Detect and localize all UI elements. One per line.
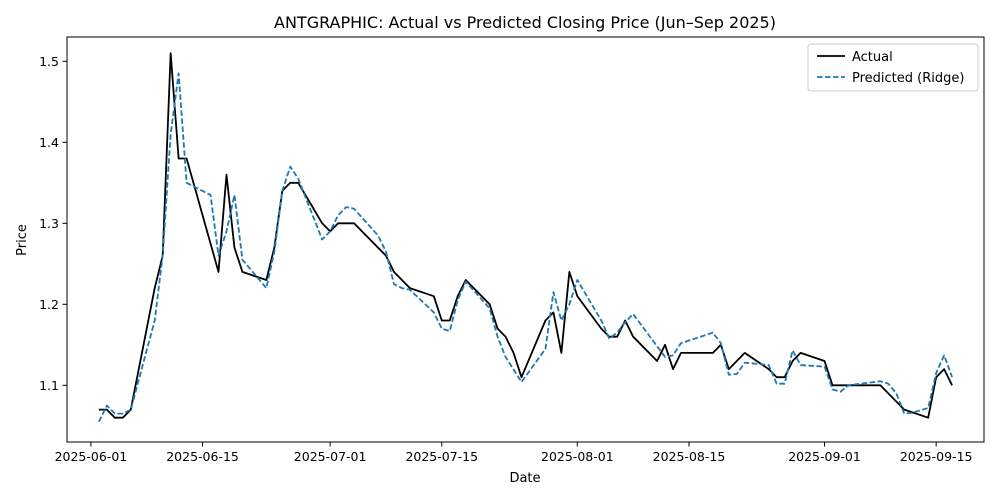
- x-tick-label: 2025-06-15: [166, 449, 239, 464]
- x-axis-label: Date: [509, 471, 540, 486]
- plot-frame: [66, 36, 985, 443]
- x-tick-label: 2025-07-01: [294, 449, 367, 464]
- legend: Actual Predicted (Ridge): [807, 43, 979, 92]
- x-tick-label: 2025-07-15: [405, 449, 478, 464]
- x-tick-label: 2025-06-01: [55, 449, 128, 464]
- x-tick-label: 2025-09-15: [900, 449, 973, 464]
- series-layer: [98, 52, 953, 423]
- x-axis: 2025-06-01 2025-06-15 2025-07-01 2025-07-15…: [55, 442, 973, 464]
- chart-title: ANTGRAPHIC: Actual vs Predicted Closing …: [274, 13, 776, 32]
- y-axis-label: Price: [15, 224, 30, 256]
- y-tick-label: 1.1: [39, 378, 59, 393]
- y-tick-label: 1.5: [39, 54, 59, 69]
- y-axis: 1.1 1.2 1.3 1.4 1.5: [39, 54, 67, 393]
- y-tick-label: 1.2: [39, 297, 59, 312]
- legend-label-actual: Actual: [852, 50, 893, 65]
- y-tick-label: 1.3: [39, 216, 59, 231]
- y-tick-label: 1.4: [39, 135, 59, 150]
- series-line-predicted: [98, 72, 953, 423]
- series-line-actual: [98, 52, 953, 419]
- x-tick-label: 2025-09-01: [788, 449, 861, 464]
- legend-label-predicted: Predicted (Ridge): [852, 71, 964, 86]
- legend-box: [807, 43, 979, 92]
- x-tick-label: 2025-08-15: [653, 449, 726, 464]
- x-tick-label: 2025-08-01: [541, 449, 614, 464]
